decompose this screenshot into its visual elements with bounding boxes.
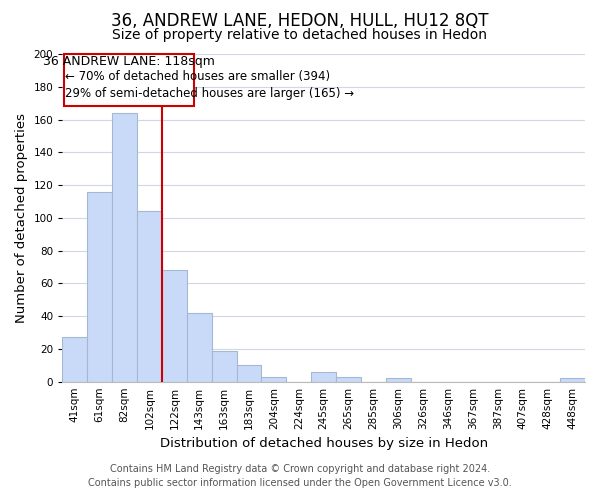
- Bar: [386, 378, 411, 382]
- Bar: [187, 313, 212, 382]
- Text: Contains HM Land Registry data © Crown copyright and database right 2024.
Contai: Contains HM Land Registry data © Crown c…: [88, 464, 512, 487]
- Bar: [311, 372, 336, 382]
- Text: 36, ANDREW LANE, HEDON, HULL, HU12 8QT: 36, ANDREW LANE, HEDON, HULL, HU12 8QT: [111, 12, 489, 30]
- Bar: [87, 192, 112, 382]
- Y-axis label: Number of detached properties: Number of detached properties: [15, 113, 28, 323]
- Bar: [236, 366, 262, 382]
- Text: ← 70% of detached houses are smaller (394)
29% of semi-detached houses are large: ← 70% of detached houses are smaller (39…: [65, 70, 354, 101]
- X-axis label: Distribution of detached houses by size in Hedon: Distribution of detached houses by size …: [160, 437, 488, 450]
- Text: 36 ANDREW LANE: 118sqm: 36 ANDREW LANE: 118sqm: [43, 55, 215, 68]
- Bar: [137, 212, 162, 382]
- Bar: [112, 113, 137, 382]
- Text: Size of property relative to detached houses in Hedon: Size of property relative to detached ho…: [113, 28, 487, 42]
- Bar: [162, 270, 187, 382]
- FancyBboxPatch shape: [64, 54, 194, 106]
- Bar: [62, 338, 87, 382]
- Bar: [336, 377, 361, 382]
- Bar: [560, 378, 585, 382]
- Bar: [212, 350, 236, 382]
- Bar: [262, 377, 286, 382]
